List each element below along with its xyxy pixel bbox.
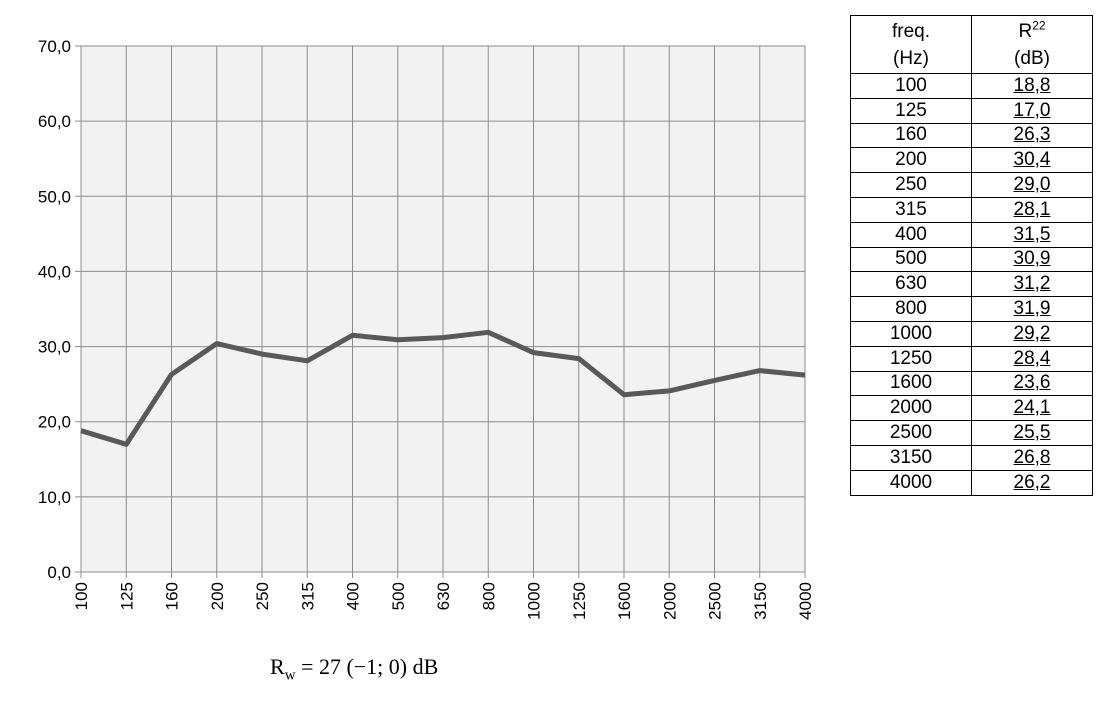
table-row: 1250 28,4 [850, 345, 1093, 372]
cell-r-value: 26,2 [971, 469, 1093, 496]
x-tick-label: 100 [72, 582, 91, 610]
rw-symbol: R [270, 654, 285, 679]
y-tick-label: 70,0 [38, 37, 71, 56]
cell-r-value: 26,8 [971, 444, 1093, 471]
table-row: 200 30,4 [850, 147, 1093, 174]
cell-r-value: 31,2 [971, 271, 1093, 298]
cell-r-value: 25,5 [971, 420, 1093, 446]
x-tick-label: 1250 [570, 582, 589, 620]
cell-r-value: 31,9 [971, 296, 1093, 322]
x-tick-label: 3150 [751, 582, 770, 620]
cell-r-value: 28,1 [971, 196, 1093, 223]
x-tick-label: 500 [389, 582, 408, 610]
table-row: 3150 26,8 [850, 444, 1093, 471]
header-r-superscript: 22 [1032, 18, 1046, 33]
table-row: 125 17,0 [850, 97, 1093, 124]
header-frequency-line1: freq. [891, 20, 931, 42]
x-tick-label: 250 [253, 582, 272, 610]
cell-r-value: 26,3 [971, 122, 1093, 149]
table-row: 2000 24,1 [850, 395, 1093, 422]
table-row: 2500 25,5 [850, 420, 1093, 446]
cell-r-value: 30,4 [971, 147, 1093, 174]
y-tick-label: 10,0 [38, 488, 71, 507]
header-r-line1: R [1018, 20, 1033, 42]
header-frequency-line2: (Hz) [893, 47, 929, 69]
cell-frequency: 800 [850, 296, 972, 322]
rw-subscript: w [284, 667, 296, 684]
cell-r-value: 30,9 [971, 246, 1093, 273]
y-tick-label: 20,0 [38, 413, 71, 432]
cell-frequency: 2500 [850, 420, 972, 446]
x-tick-label: 1000 [525, 582, 544, 620]
table-header-row: freq. (Hz) R22 (dB) [850, 15, 1093, 74]
table-row: 100 18,8 [850, 73, 1093, 99]
cell-frequency: 1600 [850, 370, 972, 397]
cell-frequency: 3150 [850, 444, 972, 471]
cell-frequency: 500 [850, 246, 972, 273]
table-row: 1000 29,2 [850, 320, 1093, 347]
cell-frequency: 400 [850, 221, 972, 248]
y-tick-label: 40,0 [38, 262, 71, 281]
table-row: 500 30,9 [850, 246, 1093, 273]
cell-frequency: 100 [850, 73, 972, 99]
cell-r-value: 29,2 [971, 320, 1093, 347]
x-tick-label: 2500 [706, 582, 725, 620]
cell-r-value: 17,0 [971, 97, 1093, 124]
table-row: 630 31,2 [850, 271, 1093, 298]
cell-frequency: 630 [850, 271, 972, 298]
table-row: 250 29,0 [850, 172, 1093, 198]
y-tick-label: 0,0 [47, 563, 71, 582]
x-tick-label: 1600 [615, 582, 634, 620]
y-tick-label: 60,0 [38, 112, 71, 131]
cell-frequency: 4000 [850, 469, 972, 496]
cell-frequency: 2000 [850, 395, 972, 422]
x-tick-label: 200 [208, 582, 227, 610]
table-row: 800 31,9 [850, 296, 1093, 322]
cell-frequency: 160 [850, 122, 972, 149]
cell-frequency: 125 [850, 97, 972, 124]
header-frequency: freq. (Hz) [850, 15, 972, 74]
x-tick-label: 125 [117, 582, 136, 610]
weighted-sound-reduction-index: Rw = 27 (−1; 0) dB [270, 654, 438, 684]
cell-r-value: 31,5 [971, 221, 1093, 248]
table-row: 160 26,3 [850, 122, 1093, 149]
x-tick-label: 160 [163, 582, 182, 610]
x-tick-label: 2000 [660, 582, 679, 620]
cell-frequency: 315 [850, 196, 972, 223]
series-line [80, 329, 806, 447]
cell-frequency: 200 [850, 147, 972, 174]
sound-reduction-chart: 0,0 10,0 20,0 30,0 40,0 50,0 60,0 70,0 100 125 160… [38, 37, 815, 620]
table-row: 4000 26,2 [850, 469, 1093, 496]
cell-r-value: 28,4 [971, 345, 1093, 372]
x-tick-label: 4000 [796, 582, 815, 620]
cell-r-value: 23,6 [971, 370, 1093, 397]
rw-value: = 27 (−1; 0) dB [295, 654, 439, 679]
cell-frequency: 1000 [850, 320, 972, 347]
x-tick-label: 630 [434, 582, 453, 610]
cell-r-value: 29,0 [971, 172, 1093, 198]
cell-r-value: 24,1 [971, 395, 1093, 422]
header-r: R22 (dB) [971, 15, 1093, 74]
cell-r-value: 18,8 [971, 73, 1093, 99]
cell-frequency: 1250 [850, 345, 972, 372]
x-tick-label: 800 [479, 582, 498, 610]
x-tick-label: 400 [344, 582, 363, 610]
frequency-data-table: freq. (Hz) R22 (dB) 100 18,8 125 17,0 160 26,… [850, 15, 1093, 496]
x-tick-label: 315 [298, 582, 317, 610]
table-row: 315 28,1 [850, 196, 1093, 223]
y-tick-label: 30,0 [38, 338, 71, 357]
table-row: 400 31,5 [850, 221, 1093, 248]
cell-frequency: 250 [850, 172, 972, 198]
table-row: 1600 23,6 [850, 370, 1093, 397]
y-tick-label: 50,0 [38, 187, 71, 206]
header-r-line2: (dB) [1014, 47, 1050, 69]
